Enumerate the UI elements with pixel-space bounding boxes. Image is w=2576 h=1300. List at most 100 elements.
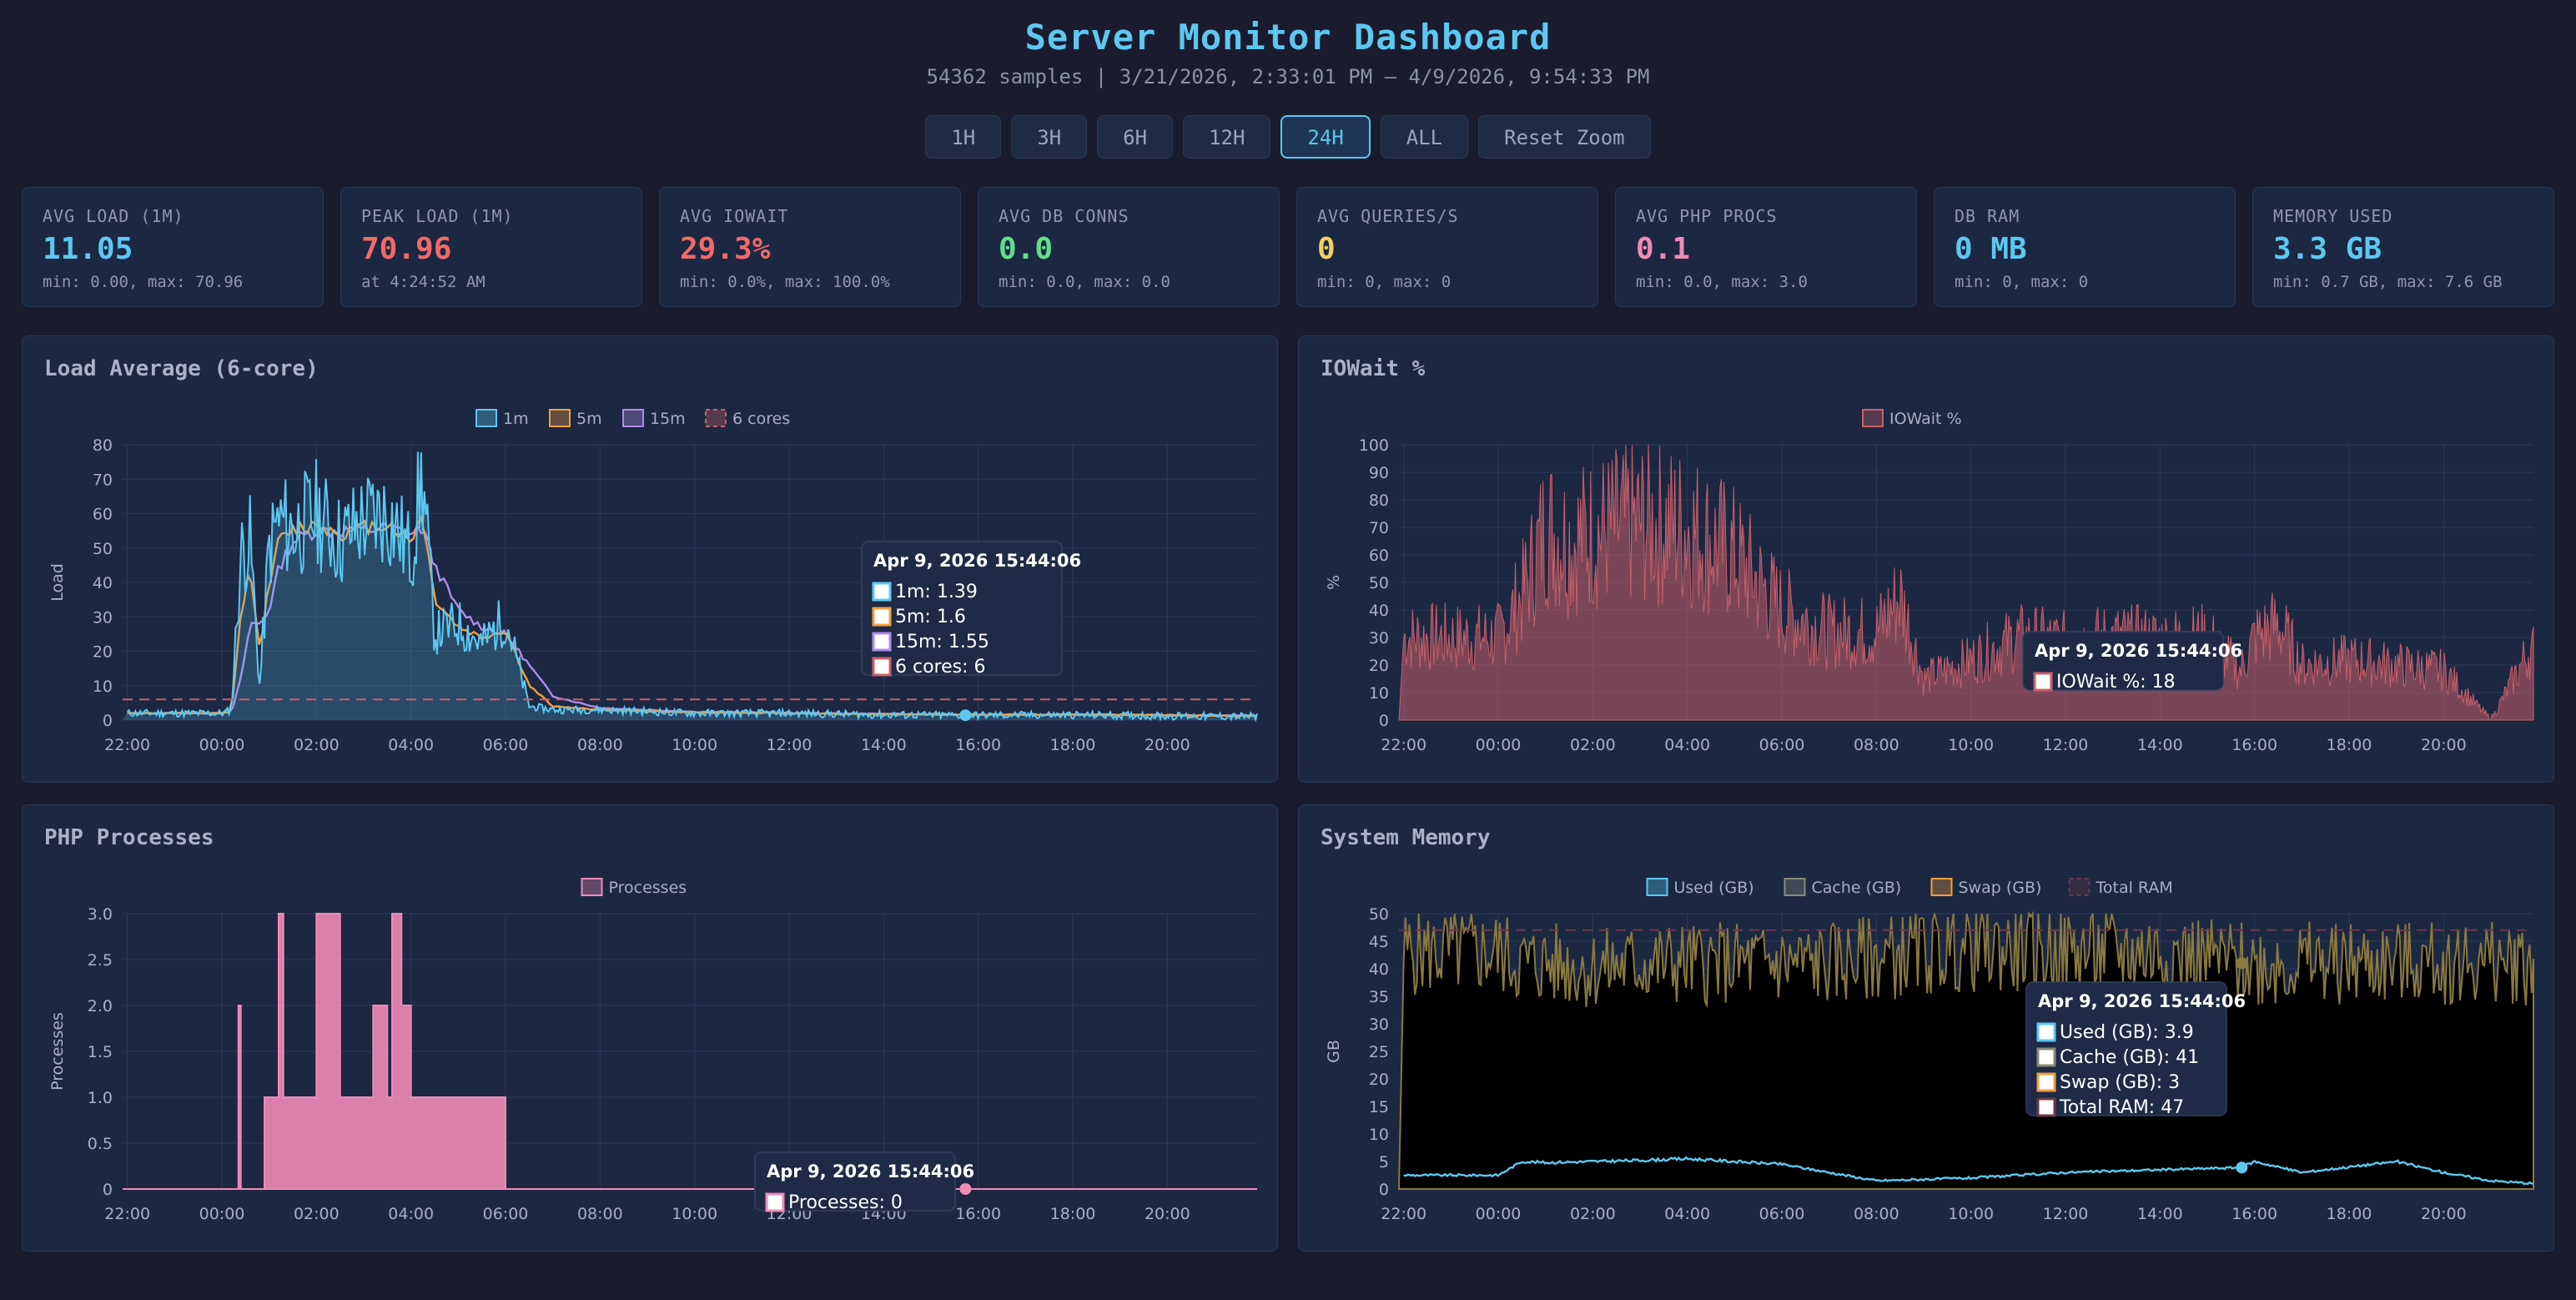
tooltip-line: Total RAM: 47 bbox=[2059, 1097, 2184, 1118]
chart-grid: 80 70 60 50 40 30 20 10 0 22:00 00:00 02:00 04:00 06:… bbox=[93, 436, 1257, 754]
y-tick-label: 0 bbox=[1379, 1181, 1389, 1199]
stat-label: AVG DB CONNS bbox=[999, 206, 1130, 226]
stat-subtext: min: 0.0, max: 0.0 bbox=[999, 273, 1170, 291]
range-1h-button[interactable]: 1H bbox=[925, 115, 1002, 159]
stat-label: AVG PHP PROCS bbox=[1636, 206, 1778, 226]
php-processes-chart[interactable]: 3.0 2.5 2.0 1.5 1.0 0.5 0 22:00 00:00 02:00 04:00 0… bbox=[23, 805, 1279, 1252]
x-tick-label: 04:00 bbox=[1664, 736, 1710, 754]
y-tick-label: 0 bbox=[1379, 712, 1389, 730]
series-area-1m bbox=[123, 451, 1257, 720]
x-tick-label: 08:00 bbox=[1854, 1205, 1899, 1223]
x-tick-label: 10:00 bbox=[1948, 1205, 1994, 1223]
stat-subtext: min: 0, max: 0 bbox=[1317, 273, 1452, 291]
range-3h-button[interactable]: 3H bbox=[1011, 115, 1088, 159]
x-tick-label: 10:00 bbox=[672, 736, 717, 754]
range-12h-button[interactable]: 12H bbox=[1183, 115, 1271, 159]
y-tick-label: 10 bbox=[93, 678, 113, 696]
range-6h-button[interactable]: 6H bbox=[1097, 115, 1174, 159]
stat-card-avg-load: AVG LOAD (1M) 11.05 min: 0.00, max: 70.9… bbox=[22, 187, 324, 307]
stats-row: AVG LOAD (1M) 11.05 min: 0.00, max: 70.9… bbox=[22, 187, 2554, 307]
stat-value: 0 bbox=[1317, 232, 1336, 266]
y-tick-label: 5 bbox=[1379, 1153, 1389, 1172]
stat-card-avg-queries: AVG QUERIES/S 0 min: 0, max: 0 bbox=[1296, 187, 1598, 307]
x-tick-label: 04:00 bbox=[1664, 1205, 1710, 1223]
chart-grid: 3.0 2.5 2.0 1.5 1.0 0.5 0 22:00 00:00 02:00 04:00 0… bbox=[88, 905, 1257, 1223]
page-subtitle: 54362 samples | 3/21/2026, 2:33:01 PM – … bbox=[926, 65, 1650, 88]
stat-value: 70.96 bbox=[361, 232, 452, 266]
panel-title: IOWait % bbox=[1321, 356, 1426, 381]
x-tick-label: 02:00 bbox=[294, 736, 340, 754]
tooltip-line: Processes: 0 bbox=[788, 1192, 903, 1213]
load-average-panel: Load Average (6-core) 80 70 60 50 40 30 20 10 0 2… bbox=[22, 335, 1278, 783]
stat-label: AVG QUERIES/S bbox=[1317, 206, 1459, 226]
y-tick-label: 100 bbox=[1359, 436, 1389, 455]
stat-card-avg-php-procs: AVG PHP PROCS 0.1 min: 0.0, max: 3.0 bbox=[1615, 187, 1917, 307]
legend-swatch bbox=[1862, 409, 1884, 427]
x-tick-label: 20:00 bbox=[2421, 736, 2467, 754]
page-title: Server Monitor Dashboard bbox=[1024, 17, 1552, 58]
legend-label: Swap (GB) bbox=[1959, 879, 2042, 897]
y-tick-label: 40 bbox=[93, 574, 113, 592]
tooltip-time: Apr 9, 2026 15:44:06 bbox=[767, 1161, 974, 1182]
x-tick-label: 22:00 bbox=[104, 1205, 150, 1223]
stat-card-db-ram: DB RAM 0 MB min: 0, max: 0 bbox=[1934, 187, 2236, 307]
load-average-chart[interactable]: 80 70 60 50 40 30 20 10 0 22:00 00:00 02:00 04:00 06:… bbox=[23, 336, 1279, 784]
x-tick-label: 20:00 bbox=[1145, 736, 1190, 754]
y-tick-label: 1.5 bbox=[88, 1043, 113, 1061]
tooltip-line: IOWait %: 18 bbox=[2056, 672, 2176, 693]
reset-zoom-button[interactable]: Reset Zoom bbox=[1478, 115, 1651, 159]
stat-value: 29.3% bbox=[680, 232, 771, 266]
tooltip-swatch bbox=[2036, 1022, 2056, 1042]
stat-subtext: min: 0.0, max: 3.0 bbox=[1636, 273, 1808, 291]
x-tick-label: 00:00 bbox=[199, 736, 245, 754]
tooltip-line: Cache (GB): 41 bbox=[2060, 1047, 2199, 1068]
x-tick-label: 14:00 bbox=[861, 736, 907, 754]
y-tick-label: 3.0 bbox=[88, 905, 113, 924]
y-tick-label: 20 bbox=[1369, 1071, 1389, 1089]
stat-label: DB RAM bbox=[1955, 206, 2020, 226]
y-tick-label: 1.0 bbox=[88, 1089, 113, 1107]
legend-swatch bbox=[622, 409, 644, 427]
range-24h-button[interactable]: 24H bbox=[1280, 115, 1371, 159]
tooltip-line: 5m: 1.6 bbox=[895, 607, 966, 627]
range-all-button[interactable]: ALL bbox=[1380, 115, 1469, 159]
y-tick-label: 0 bbox=[103, 1181, 113, 1199]
x-tick-label: 02:00 bbox=[1570, 1205, 1616, 1223]
legend-label: Total RAM bbox=[2096, 879, 2173, 897]
y-axis-label: Processes bbox=[48, 1012, 67, 1091]
y-tick-label: 60 bbox=[1369, 547, 1389, 565]
panel-title: System Memory bbox=[1321, 825, 1491, 850]
y-tick-label: 40 bbox=[1369, 960, 1389, 979]
tooltip-box bbox=[754, 1151, 956, 1212]
y-axis-label: GB bbox=[1325, 1040, 1343, 1063]
x-tick-label: 04:00 bbox=[388, 736, 434, 754]
legend-swatch bbox=[1646, 878, 1668, 896]
x-tick-label: 08:00 bbox=[577, 1205, 623, 1223]
y-tick-label: 50 bbox=[1369, 905, 1389, 924]
tooltip-box bbox=[2022, 631, 2224, 691]
panel-title: PHP Processes bbox=[44, 825, 214, 850]
y-tick-label: 10 bbox=[1369, 684, 1389, 703]
tooltip-swatch bbox=[2033, 672, 2053, 692]
stat-value: 3.3 GB bbox=[2273, 232, 2382, 266]
y-tick-label: 30 bbox=[1369, 1015, 1389, 1034]
chart-tooltip: Apr 9, 2026 15:44:06 1m: 1.39 5m: 1.6 15m: … bbox=[861, 541, 1081, 678]
tooltip-swatch bbox=[2036, 1047, 2056, 1067]
hover-point bbox=[959, 1183, 972, 1195]
tooltip-line: Swap (GB): 3 bbox=[2060, 1072, 2180, 1093]
y-tick-label: 20 bbox=[93, 643, 113, 662]
legend-swatch bbox=[549, 409, 571, 427]
tooltip-swatch bbox=[765, 1192, 785, 1212]
x-tick-label: 20:00 bbox=[2421, 1205, 2467, 1223]
tooltip-swatch bbox=[872, 632, 892, 652]
x-tick-label: 12:00 bbox=[2043, 736, 2089, 754]
x-tick-label: 22:00 bbox=[1381, 736, 1426, 754]
legend-label: Used (GB) bbox=[1674, 879, 1754, 897]
x-tick-label: 18:00 bbox=[2327, 736, 2372, 754]
stat-label: MEMORY USED bbox=[2273, 206, 2393, 226]
x-tick-label: 00:00 bbox=[199, 1205, 245, 1223]
tooltip-line: 1m: 1.39 bbox=[895, 582, 978, 602]
y-tick-label: 20 bbox=[1369, 657, 1389, 675]
